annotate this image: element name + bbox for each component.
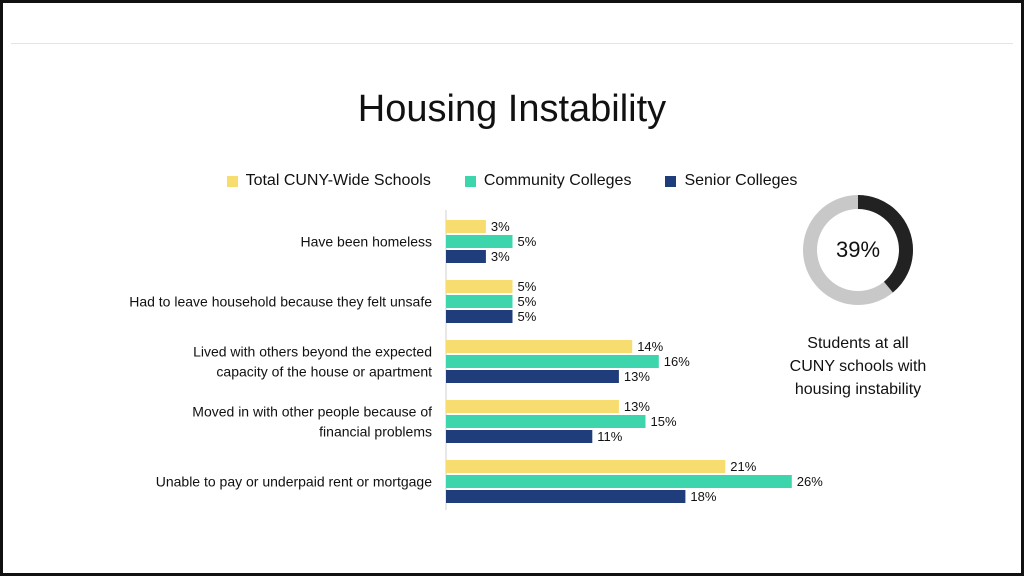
bar: [446, 475, 792, 488]
data-label: 26%: [797, 474, 823, 489]
category-label: financial problems: [319, 424, 432, 440]
bar: [446, 415, 646, 428]
bar: [446, 310, 513, 323]
data-label: 21%: [730, 459, 756, 474]
chart-legend: Total CUNY-Wide Schools Community Colleg…: [0, 172, 1024, 190]
donut-value: 39%: [835, 237, 881, 262]
slide-title: Housing Instability: [357, 88, 667, 130]
data-label: 5%: [518, 294, 537, 309]
bar: [446, 370, 619, 383]
bar: [446, 220, 486, 233]
legend-label-senior: Senior Colleges: [684, 172, 798, 189]
bar: [446, 355, 659, 368]
donut-caption-line: housing instability: [794, 381, 922, 398]
legend-swatch-senior: [665, 175, 677, 187]
data-label: 3%: [491, 219, 510, 234]
legend-item-senior: Senior Colleges: [665, 172, 797, 190]
bar: [446, 235, 513, 248]
data-label: 5%: [518, 234, 537, 249]
category-label: Moved in with other people because of: [192, 404, 432, 420]
legend-item-community: Community Colleges: [464, 172, 632, 190]
legend-swatch-community: [464, 175, 476, 187]
bar: [446, 280, 513, 293]
donut-ring: [803, 195, 913, 305]
category-label: Lived with others beyond the expected: [193, 344, 432, 360]
data-label: 3%: [491, 249, 510, 264]
category-label: Have been homeless: [300, 234, 432, 250]
bar: [446, 460, 726, 473]
legend-swatch-total: [226, 175, 238, 187]
data-label: 15%: [651, 414, 677, 429]
donut-caption-line: CUNY schools with: [789, 358, 927, 375]
header-divider: [11, 43, 1013, 44]
data-label: 11%: [597, 429, 622, 444]
legend-label-community: Community Colleges: [483, 172, 632, 189]
data-label: 16%: [664, 354, 690, 369]
bar: [446, 250, 486, 263]
legend-item-total: Total CUNY-Wide Schools: [226, 172, 431, 190]
data-label: 13%: [624, 399, 650, 414]
data-label: 13%: [624, 369, 650, 384]
donut-chart: 39%: [800, 192, 916, 308]
bar: [446, 295, 513, 308]
bar: [446, 400, 619, 413]
data-label: 5%: [518, 279, 537, 294]
legend-label-total: Total CUNY-Wide Schools: [245, 172, 431, 189]
data-label: 14%: [637, 339, 663, 354]
donut-caption: Students at all CUNY schools with housin…: [770, 332, 946, 401]
donut-caption-line: Students at all: [807, 335, 909, 352]
donut-value-arc: [803, 195, 913, 305]
category-label: Unable to pay or underpaid rent or mortg…: [156, 474, 432, 490]
category-label: Had to leave household because they felt…: [129, 294, 432, 310]
data-label: 18%: [690, 489, 716, 504]
bar: [446, 430, 593, 443]
bar: [446, 340, 633, 353]
bar: [446, 490, 686, 503]
category-label: capacity of the house or apartment: [216, 364, 432, 380]
data-label: 5%: [518, 309, 537, 324]
